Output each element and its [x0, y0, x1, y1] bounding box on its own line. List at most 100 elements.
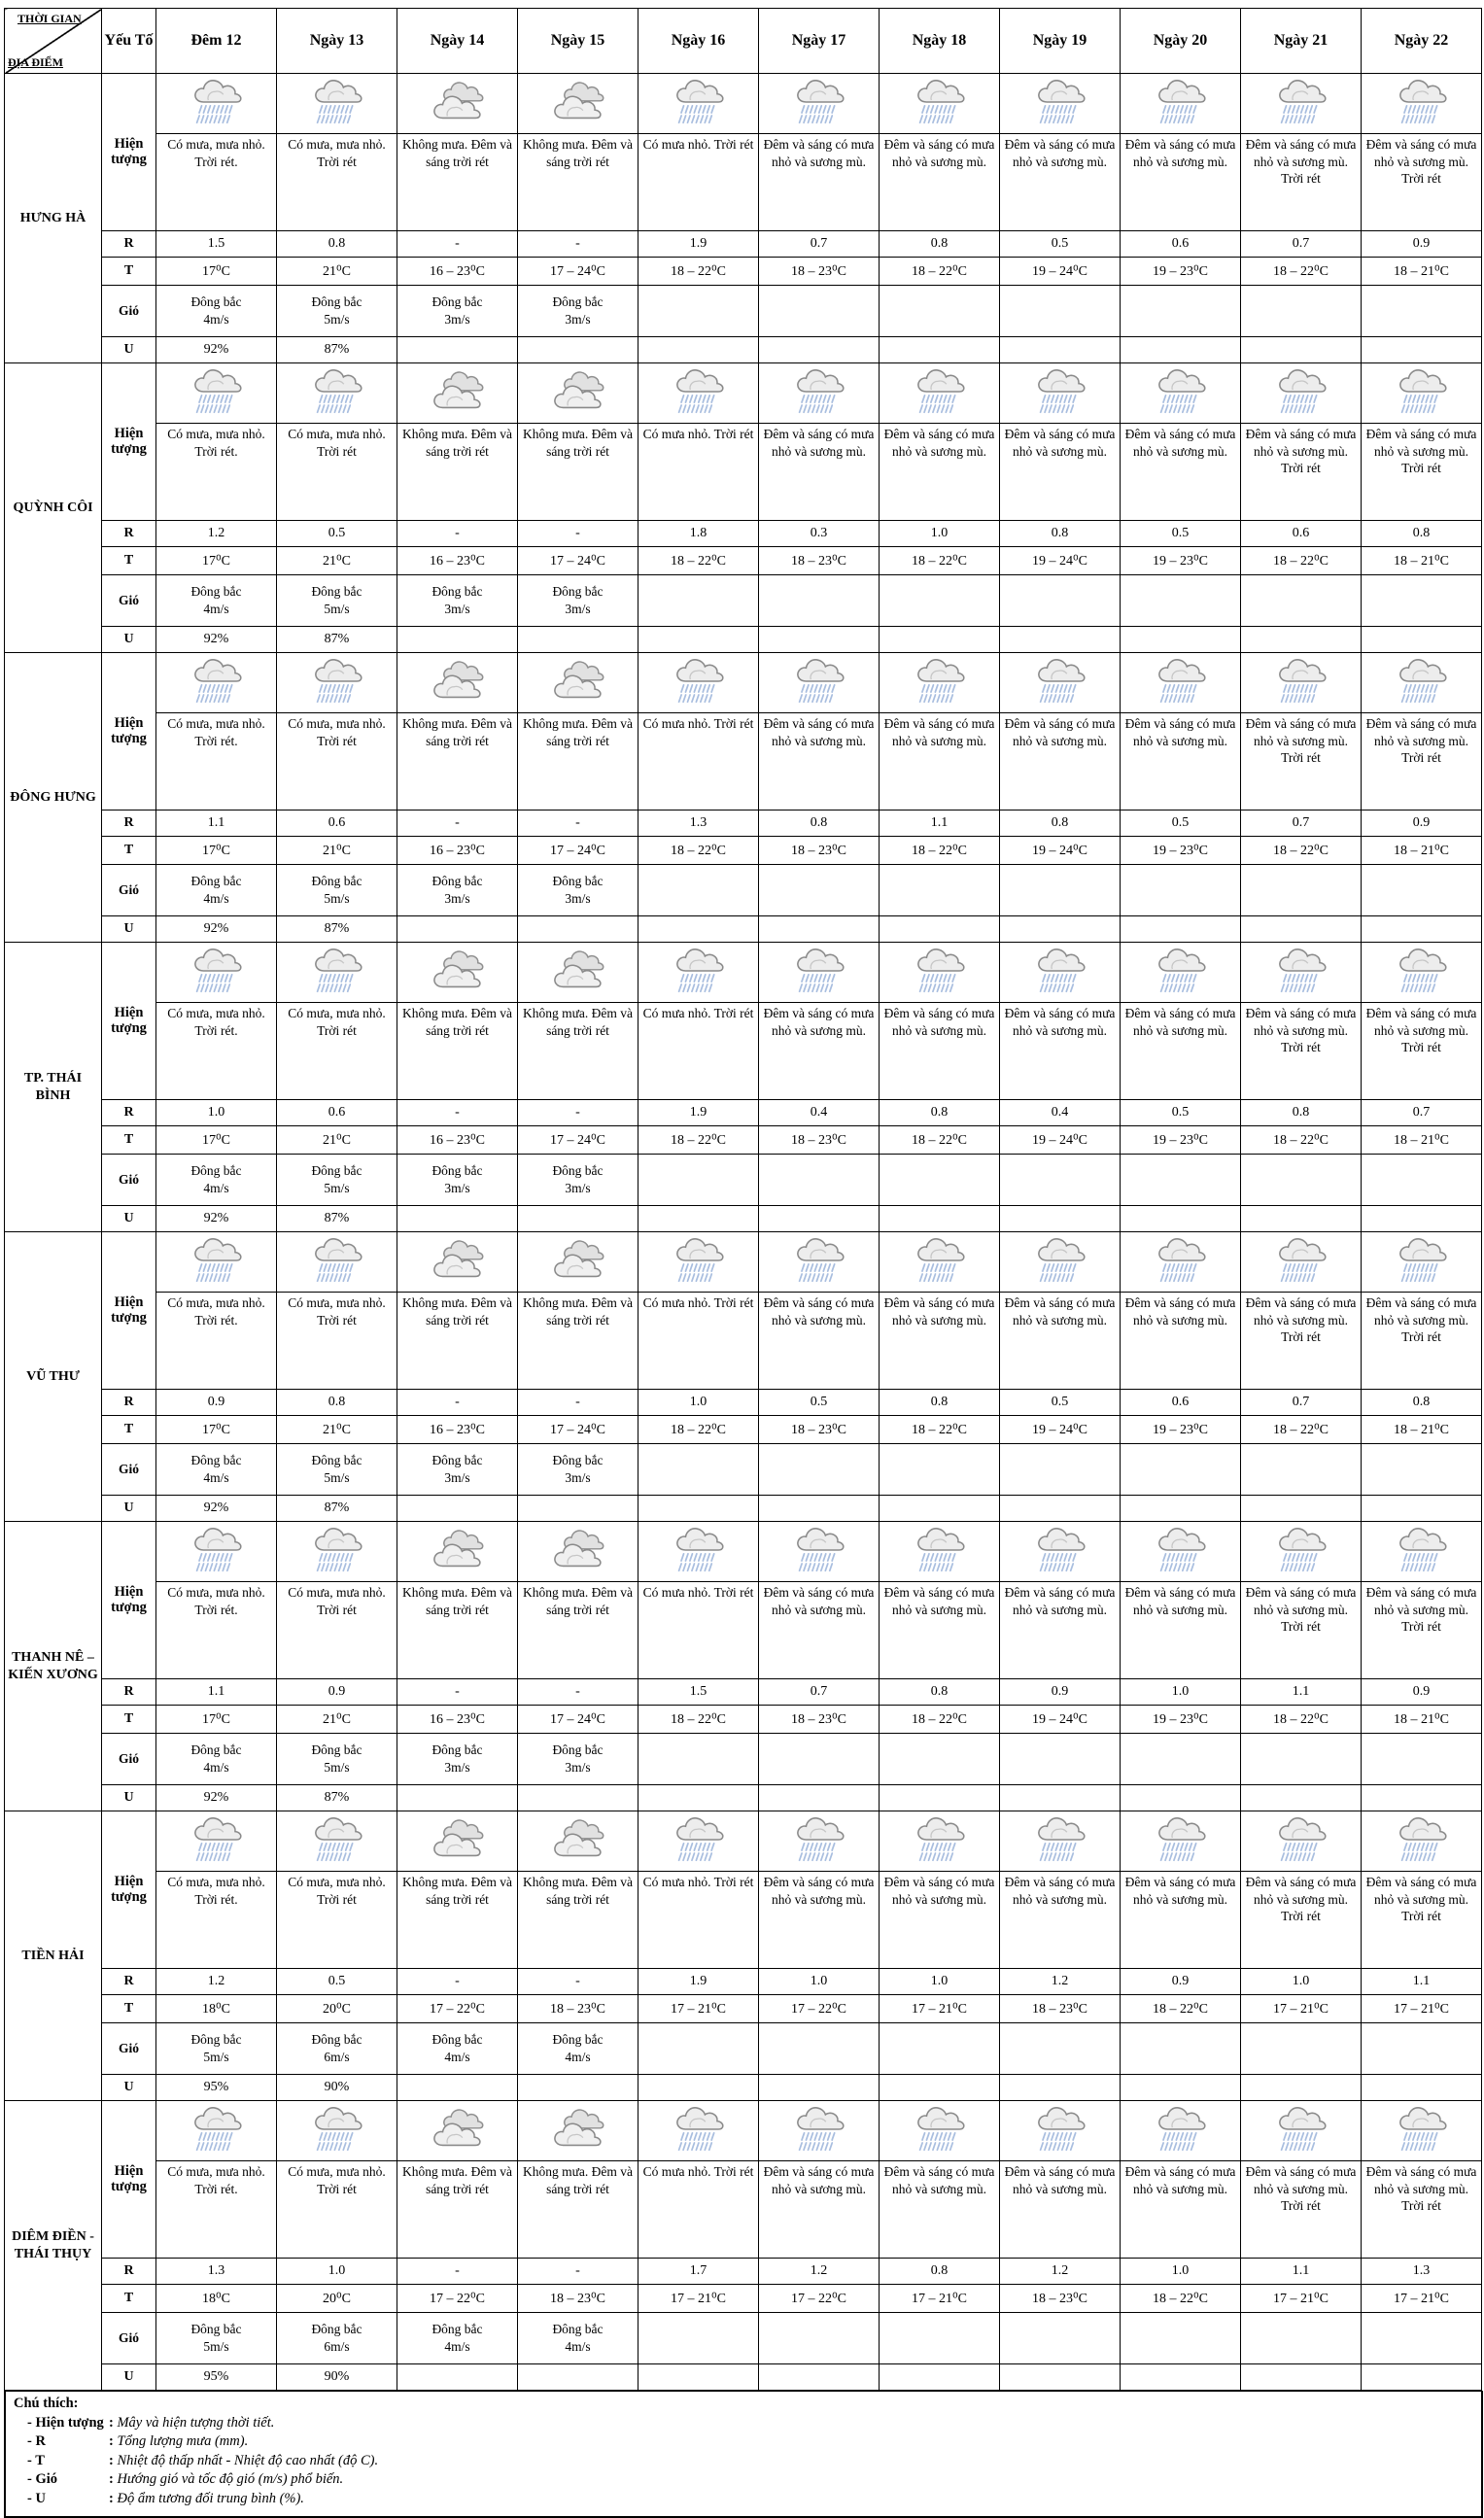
- rain-row: R 1.5 0.8- -1.9 0.7 0.8 0.5 0.6 0.7 0.9: [5, 230, 1482, 258]
- wind-direction: Đông bắc: [431, 1162, 483, 1178]
- wind-value: Đông bắc 3m/s: [397, 1443, 518, 1496]
- wind-value: Đông bắc 3m/s: [517, 285, 638, 337]
- temp-value: 18⁰C: [155, 1994, 277, 2023]
- humidity-value: 87%: [276, 1205, 397, 1232]
- rain-value: 0.6: [1120, 230, 1241, 258]
- temp-value: 18 – 22⁰C: [638, 836, 759, 865]
- weather-icon-cell: [397, 652, 518, 713]
- humidity-value: [638, 1495, 759, 1522]
- phenomenon-text: Có mưa, mưa nhỏ. Trời rét: [276, 1871, 397, 1969]
- wind-value: Đông bắc 5m/s: [276, 1443, 397, 1496]
- weather-icon-cell: [758, 1521, 880, 1582]
- humidity-value: 87%: [276, 626, 397, 653]
- rain-cloud-icon: [796, 1817, 845, 1862]
- day-header: Ngày 22: [1361, 8, 1482, 74]
- rain-cloud-icon: [1157, 80, 1206, 124]
- temp-value: 18 – 23⁰C: [758, 257, 880, 286]
- humidity-value: 87%: [276, 915, 397, 943]
- weather-icon-cell: [879, 2100, 1000, 2161]
- wind-row: Gió Đông bắc 4m/s Đông bắc 5m/s Đông bắc 3m/s Đ…: [5, 1733, 1482, 1785]
- temp-row: T 17⁰C 21⁰C 16 – 23⁰C 17 – 24⁰C 18 – 22⁰C 18 –…: [5, 1705, 1482, 1734]
- temp-value: 19 – 24⁰C: [999, 1125, 1121, 1155]
- weather-icon-cell: [517, 73, 638, 134]
- wind-value: [638, 2312, 759, 2364]
- rain-row: R 1.2 0.5- -1.9 1.0 1.0 1.2 0.9 1.0 1.1: [5, 1968, 1482, 1995]
- humidity-value: [517, 1784, 638, 1811]
- clouds-icon: [553, 1240, 604, 1278]
- humidity-row-label: U: [101, 915, 156, 943]
- humidity-value: [1240, 1495, 1362, 1522]
- weather-icon-cell: [879, 1521, 1000, 1582]
- wind-speed: 6m/s: [324, 2339, 350, 2354]
- humidity-value: [1240, 1205, 1362, 1232]
- weather-icon-cell: [638, 1811, 759, 1872]
- phenomenon-text: Đêm và sáng có mưa nhỏ và sương mù.: [879, 1871, 1000, 1969]
- clouds-icon: [553, 661, 604, 699]
- humidity-value: [517, 626, 638, 653]
- legend-colon: :: [109, 2433, 114, 2450]
- humidity-value: [999, 336, 1121, 363]
- rain-cloud-icon: [314, 1817, 362, 1862]
- temp-value: 21⁰C: [276, 836, 397, 865]
- rain-value: 0.8: [999, 810, 1121, 837]
- phenomenon-text: Có mưa nhỏ. Trời rét: [638, 1871, 759, 1969]
- rain-value: 0.3: [758, 520, 880, 547]
- temp-value: 17 – 24⁰C: [517, 257, 638, 286]
- humidity-row-label: U: [101, 2363, 156, 2391]
- day-header: Ngày 13: [276, 8, 397, 74]
- wind-value: [1120, 864, 1241, 916]
- humidity-row: U 92% 87%: [5, 1784, 1482, 1811]
- weather-icon-cell: [879, 73, 1000, 134]
- humidity-value: [638, 1784, 759, 1811]
- rain-value: 1.0: [276, 2258, 397, 2285]
- rain-value: 1.7: [638, 2258, 759, 2285]
- legend-colon: :: [109, 2414, 114, 2431]
- rain-row: R 1.1 0.6- -1.3 0.8 1.1 0.8 0.5 0.7 0.9: [5, 810, 1482, 837]
- wind-direction: Đông bắc: [311, 2031, 362, 2047]
- wind-speed: 3m/s: [444, 891, 470, 906]
- humidity-row-label: U: [101, 1205, 156, 1232]
- wind-direction: Đông bắc: [431, 873, 483, 888]
- humidity-value: [1120, 2363, 1241, 2391]
- weather-icon-cell: [517, 1811, 638, 1872]
- rain-cloud-icon: [1157, 949, 1206, 993]
- wind-value: Đông bắc 5m/s: [155, 2312, 277, 2364]
- weather-icon-cell: [999, 362, 1121, 424]
- rain-cloud-icon: [1398, 1528, 1447, 1572]
- rain-cloud-icon: [314, 369, 362, 414]
- phenomenon-text: Đêm và sáng có mưa nhỏ và sương mù.: [758, 1871, 880, 1969]
- wind-value: [879, 285, 1000, 337]
- wind-value: [999, 864, 1121, 916]
- rain-value: 0.9: [1361, 810, 1482, 837]
- rain-value: -: [397, 1678, 518, 1706]
- wind-value: [1240, 2312, 1362, 2364]
- humidity-value: [758, 2363, 880, 2391]
- temp-value: 19 – 23⁰C: [1120, 836, 1241, 865]
- location-name: HƯNG HÀ: [4, 73, 102, 363]
- phenomenon-text: Có mưa, mưa nhỏ. Trời rét.: [155, 1292, 277, 1390]
- humidity-value: [638, 915, 759, 943]
- rain-value: 0.6: [1240, 520, 1362, 547]
- rain-row: R 1.0 0.6- -1.9 0.4 0.8 0.4 0.5 0.8 0.7: [5, 1099, 1482, 1126]
- weather-icon-cell: [1240, 1521, 1362, 1582]
- wind-value: Đông bắc 4m/s: [155, 285, 277, 337]
- humidity-value: [517, 1205, 638, 1232]
- humidity-value: [638, 336, 759, 363]
- weather-icon-cell: [1120, 1811, 1241, 1872]
- humidity-value: 87%: [276, 1784, 397, 1811]
- rain-cloud-icon: [916, 659, 965, 704]
- weather-icon-cell: [879, 652, 1000, 713]
- phenomenon-text: Có mưa, mưa nhỏ. Trời rét: [276, 133, 397, 231]
- weather-icon-cell: [638, 652, 759, 713]
- wind-direction: Đông bắc: [311, 583, 362, 599]
- wind-value: [999, 1733, 1121, 1785]
- temp-value: 18 – 21⁰C: [1361, 1125, 1482, 1155]
- phenomenon-text: Đêm và sáng có mưa nhỏ và sương mù.: [1120, 1292, 1241, 1390]
- temp-value: 19 – 23⁰C: [1120, 1125, 1241, 1155]
- temp-value: 18 – 23⁰C: [758, 836, 880, 865]
- rain-value: 0.9: [999, 1678, 1121, 1706]
- rain-value: 0.5: [276, 520, 397, 547]
- temp-value: 17 – 24⁰C: [517, 546, 638, 575]
- wind-value: [879, 574, 1000, 627]
- rain-cloud-icon: [1037, 949, 1086, 993]
